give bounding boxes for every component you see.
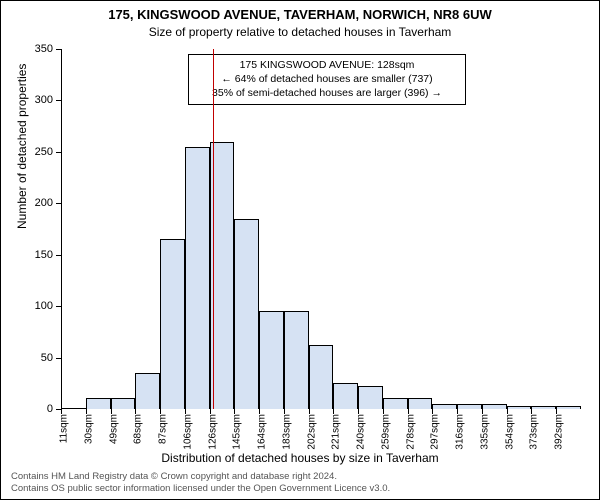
histogram-bar: [333, 383, 358, 409]
x-tick-label: 278sqm: [405, 414, 416, 450]
footer-line1: Contains HM Land Registry data © Crown c…: [11, 471, 390, 483]
histogram-bar: [432, 404, 457, 409]
annotation-line1: 175 KINGSWOOD AVENUE: 128sqm: [197, 58, 457, 72]
y-axis-line: [61, 49, 62, 409]
histogram-bar: [457, 404, 482, 409]
histogram-bar: [408, 398, 433, 409]
chart-title-address: 175, KINGSWOOD AVENUE, TAVERHAM, NORWICH…: [1, 7, 599, 22]
x-axis-label: Distribution of detached houses by size …: [1, 451, 599, 465]
x-tick-label: 11sqm: [59, 414, 70, 443]
x-tick-label: 30sqm: [83, 414, 94, 444]
x-tick-label: 126sqm: [207, 414, 218, 450]
histogram-bar: [284, 311, 309, 409]
x-tick-label: 240sqm: [356, 414, 367, 450]
x-tick-label: 49sqm: [108, 414, 119, 444]
annotation-line2: ← 64% of detached houses are smaller (73…: [197, 72, 457, 86]
x-tick-label: 316sqm: [455, 414, 466, 450]
x-tick-label: 183sqm: [281, 414, 292, 450]
histogram-bar: [383, 398, 408, 409]
x-tick-label: 221sqm: [331, 414, 342, 450]
x-tick-label: 335sqm: [479, 414, 490, 450]
y-tick-label: 250: [35, 146, 53, 158]
property-marker-line: [213, 49, 214, 409]
histogram-bar: [111, 398, 136, 409]
y-tick: [56, 100, 61, 101]
y-tick: [56, 152, 61, 153]
y-tick: [56, 203, 61, 204]
histogram-bar: [531, 406, 556, 409]
x-tick-label: 145sqm: [232, 414, 243, 450]
footer-attribution: Contains HM Land Registry data © Crown c…: [11, 471, 390, 495]
histogram-bar: [358, 386, 383, 409]
y-tick-label: 50: [41, 352, 53, 364]
plot-area: 175 KINGSWOOD AVENUE: 128sqm ← 64% of de…: [61, 49, 581, 409]
y-tick-label: 350: [35, 43, 53, 55]
x-tick-label: 87sqm: [158, 414, 169, 444]
x-tick-label: 392sqm: [554, 414, 565, 450]
annotation-line3: 35% of semi-detached houses are larger (…: [197, 86, 457, 100]
annotation-box: 175 KINGSWOOD AVENUE: 128sqm ← 64% of de…: [188, 54, 466, 105]
y-tick-label: 200: [35, 197, 53, 209]
x-tick-label: 106sqm: [182, 414, 193, 450]
y-tick: [56, 306, 61, 307]
histogram-bar: [309, 345, 334, 409]
histogram-bar: [185, 147, 210, 409]
x-tick-label: 68sqm: [133, 414, 144, 444]
histogram-bar: [556, 406, 581, 409]
x-tick-label: 354sqm: [504, 414, 515, 450]
histogram-bar: [86, 398, 111, 409]
histogram-bar: [259, 311, 284, 409]
x-tick-label: 164sqm: [257, 414, 268, 450]
y-tick-label: 100: [35, 300, 53, 312]
histogram-bar: [234, 219, 259, 409]
chart-subtitle: Size of property relative to detached ho…: [1, 25, 599, 39]
y-tick: [56, 255, 61, 256]
histogram-bar: [507, 406, 532, 409]
footer-line2: Contains OS public sector information li…: [11, 483, 390, 495]
histogram-bar: [135, 373, 160, 409]
x-tick-label: 373sqm: [529, 414, 540, 450]
y-tick-label: 300: [35, 94, 53, 106]
y-tick-label: 0: [47, 403, 53, 415]
x-tick-label: 297sqm: [430, 414, 441, 450]
y-axis-label: Number of detached properties: [15, 64, 29, 229]
histogram-bar: [160, 239, 185, 409]
y-tick-label: 150: [35, 249, 53, 261]
histogram-bar: [61, 408, 86, 409]
x-tick-label: 259sqm: [380, 414, 391, 450]
chart-container: { "title_line1": "175, KINGSWOOD AVENUE,…: [0, 0, 600, 500]
y-tick: [56, 358, 61, 359]
y-tick: [56, 49, 61, 50]
x-tick-label: 202sqm: [306, 414, 317, 450]
histogram-bar: [482, 404, 507, 409]
